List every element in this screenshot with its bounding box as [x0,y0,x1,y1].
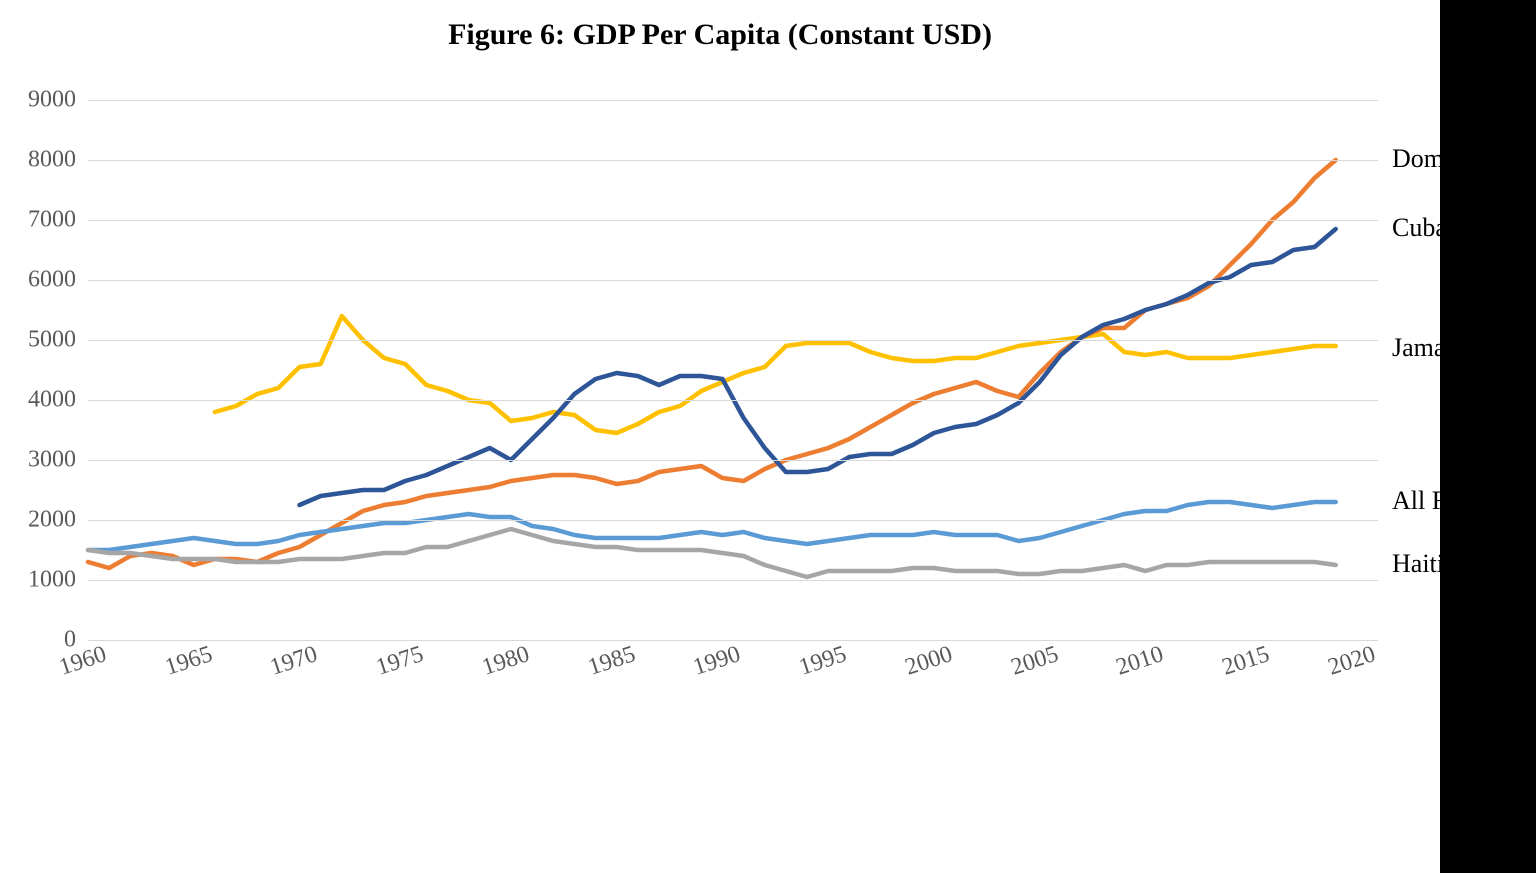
x-tick-label: 2010 [1113,641,1167,682]
chart-lines [88,100,1378,640]
series-label-haiti: Haiti [1392,549,1444,579]
x-tick-label: 2000 [902,641,956,682]
gridline [88,460,1378,461]
x-tick-label: 2005 [1008,641,1062,682]
y-tick-label: 7000 [28,207,88,234]
y-tick-label: 9000 [28,87,88,114]
x-tick-label: 1995 [796,641,850,682]
gridline [88,160,1378,161]
chart-title: Figure 6: GDP Per Capita (Constant USD) [0,18,1440,52]
y-tick-label: 3000 [28,447,88,474]
series-line-all-fragile [88,502,1336,550]
y-tick-label: 5000 [28,327,88,354]
series-line-jamaica [215,316,1336,433]
gridline [88,220,1378,221]
y-tick-label: 2000 [28,507,88,534]
series-line-cuba [299,229,1335,505]
gridline [88,280,1378,281]
gridline [88,520,1378,521]
x-tick-label: 2015 [1219,641,1273,682]
gridline [88,580,1378,581]
right-black-strip [1440,0,1536,873]
x-tick-label: 1980 [479,641,533,682]
x-tick-label: 1985 [585,641,639,682]
x-tick-label: 1965 [162,641,216,682]
y-tick-label: 4000 [28,387,88,414]
gridline [88,400,1378,401]
chart-frame: Figure 6: GDP Per Capita (Constant USD) … [0,0,1536,873]
gridline [88,100,1378,101]
x-tick-label: 2020 [1325,641,1379,682]
x-tick-label: 1975 [373,641,427,682]
series-label-cuba: Cuba [1392,213,1447,243]
y-tick-label: 6000 [28,267,88,294]
series-line-dom-rep- [88,160,1336,568]
y-tick-label: 1000 [28,567,88,594]
x-tick-label: 1970 [267,641,321,682]
gridline [88,340,1378,341]
y-tick-label: 8000 [28,147,88,174]
x-tick-label: 1990 [690,641,744,682]
plot-area: 0100020003000400050006000700080009000196… [88,100,1378,640]
